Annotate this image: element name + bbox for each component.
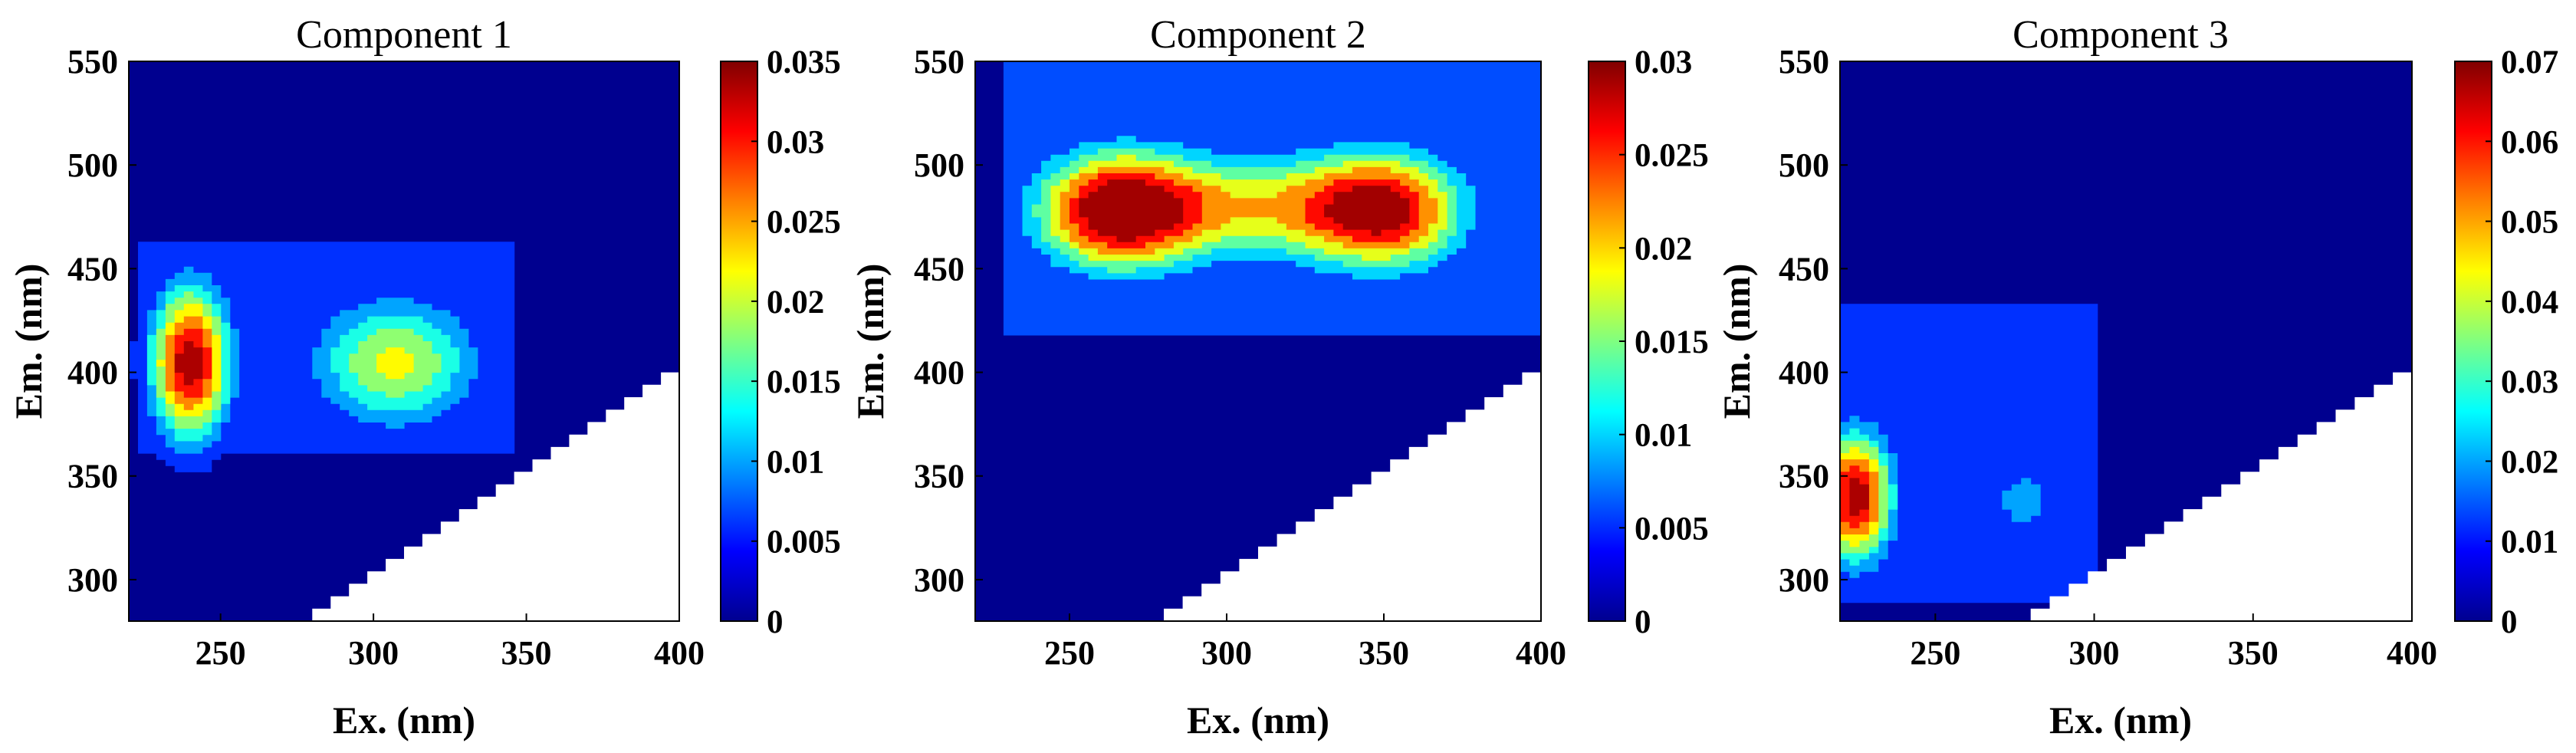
y-tick-label: 550 <box>1779 43 1829 81</box>
component-1-xlabel: Ex. (nm) <box>333 699 475 741</box>
colorbar-tick-label: 0.04 <box>2501 284 2558 321</box>
component-3-xlabel: Ex. (nm) <box>2049 699 2192 741</box>
component-2-colorbar-ticks: 0 0.005 0.01 0.015 0.02 0.025 0.03 <box>1619 44 1709 640</box>
component-2-plot <box>956 61 1542 621</box>
y-tick-label: 300 <box>67 561 118 599</box>
y-tick-label: 550 <box>67 43 118 81</box>
component-3-x-ticks: 250 300 350 400 <box>1910 613 2437 672</box>
component-2-masked-region <box>956 372 1541 621</box>
component-3-contour-level-1 <box>1840 304 2098 603</box>
x-tick-label: 250 <box>1910 634 1960 672</box>
y-tick-label: 450 <box>1779 250 1829 288</box>
colorbar-tick-label: 0.03 <box>1635 44 1692 81</box>
component-3-contour-level-2 <box>1840 416 2041 578</box>
component-3-colorbar <box>2454 61 2492 622</box>
y-tick-label: 400 <box>914 354 964 392</box>
y-tick-label: 350 <box>1779 458 1829 495</box>
component-3-title: Component 3 <box>2013 13 2229 57</box>
x-tick-label: 350 <box>1359 634 1409 672</box>
colorbar-tick-label: 0.015 <box>767 364 841 400</box>
colorbar-tick-label: 0 <box>1635 604 1651 640</box>
y-tick-label: 350 <box>914 458 964 495</box>
x-tick-label: 250 <box>196 634 246 672</box>
component-2-ylabel: Em. (nm) <box>849 264 892 419</box>
component-1-ylabel: Em. (nm) <box>7 264 50 419</box>
x-tick-label: 400 <box>654 634 705 672</box>
component-2-title: Component 2 <box>1150 13 1366 57</box>
component-3-masked-region <box>1821 372 2412 621</box>
component-1-axes-frame <box>128 61 680 622</box>
y-tick-label: 300 <box>914 561 964 599</box>
component-2-contour-level-7 <box>1079 179 1410 242</box>
y-tick-label: 500 <box>1779 146 1829 184</box>
colorbar-tick-label: 0.03 <box>2501 364 2558 400</box>
colorbar-tick-label: 0.06 <box>2501 124 2558 160</box>
y-tick-label: 400 <box>67 354 118 392</box>
x-tick-label: 250 <box>1044 634 1095 672</box>
y-tick-label: 550 <box>914 43 964 81</box>
component-3-panel: Component 3 250 300 350 400 300 350 400 450 500… <box>1715 13 2558 741</box>
colorbar-tick-label: 0.01 <box>1635 418 1692 454</box>
component-2-x-ticks: 250 300 350 400 <box>1044 613 1566 672</box>
component-1-contour-level-5 <box>156 304 414 416</box>
component-2-axes-frame <box>974 61 1542 622</box>
component-1-colorbar-ticks: 0 0.005 0.01 0.015 0.02 0.025 0.03 0.035 <box>751 44 841 640</box>
colorbar-tick-label: 0.02 <box>1635 231 1692 267</box>
colorbar-tick-label: 0.01 <box>2501 524 2558 561</box>
colorbar-tick-label: 0.015 <box>1635 324 1709 360</box>
x-tick-label: 300 <box>2069 634 2120 672</box>
y-tick-label: 400 <box>1779 354 1829 392</box>
y-tick-label: 450 <box>67 250 118 288</box>
y-tick-label: 450 <box>914 250 964 288</box>
component-1-panel: Component 1 250 300 350 400 300 350 400 450 500… <box>7 13 841 741</box>
component-1-x-ticks: 250 300 350 400 <box>196 613 705 672</box>
colorbar-tick-label: 0.005 <box>1635 511 1709 547</box>
colorbar-tick-label: 0 <box>767 604 784 640</box>
component-1-plot <box>110 61 680 621</box>
colorbar-tick-label: 0.025 <box>1635 138 1709 174</box>
component-2-panel: Component 2 250 300 350 400 300 350 400 450 500… <box>849 13 1709 741</box>
colorbar-tick-label: 0.07 <box>2501 44 2558 81</box>
component-3-ylabel: Em. (nm) <box>1715 264 1758 419</box>
y-tick-label: 300 <box>1779 561 1829 599</box>
x-tick-label: 350 <box>501 634 552 672</box>
component-3-contour-level-8 <box>1849 478 1869 516</box>
x-tick-label: 400 <box>2387 634 2437 672</box>
component-1-contour-level-8 <box>174 341 203 386</box>
component-1-colorbar <box>720 61 758 622</box>
component-2-xlabel: Ex. (nm) <box>1187 699 1329 741</box>
colorbar-tick-label: 0.005 <box>767 524 841 561</box>
component-3-y-ticks: 300 350 400 450 500 550 <box>1779 43 1848 599</box>
colorbar-tick-label: 0.02 <box>2501 444 2558 480</box>
colorbar-tick-label: 0.05 <box>2501 205 2558 241</box>
x-tick-label: 400 <box>1516 634 1566 672</box>
x-tick-label: 300 <box>348 634 399 672</box>
y-tick-label: 350 <box>67 458 118 495</box>
colorbar-tick-label: 0.025 <box>767 205 841 241</box>
component-3-plot <box>1821 61 2412 621</box>
component-3-colorbar-ticks: 0 0.01 0.02 0.03 0.04 0.05 0.06 0.07 <box>2486 44 2558 640</box>
y-tick-label: 500 <box>67 146 118 184</box>
component-1-masked-region <box>110 372 680 621</box>
colorbar-tick-label: 0 <box>2501 604 2518 640</box>
x-tick-label: 350 <box>2228 634 2279 672</box>
component-1-y-ticks: 300 350 400 450 500 550 <box>67 43 136 599</box>
y-tick-label: 500 <box>914 146 964 184</box>
colorbar-tick-label: 0.03 <box>767 124 824 160</box>
component-3-axes-frame <box>1839 61 2413 622</box>
colorbar-tick-label: 0.01 <box>767 444 824 480</box>
component-1-contour-level-3 <box>146 285 460 442</box>
component-1-title: Component 1 <box>296 13 512 57</box>
colorbar-tick-label: 0.035 <box>767 44 841 81</box>
x-tick-label: 300 <box>1201 634 1252 672</box>
component-2-y-ticks: 300 350 400 450 500 550 <box>914 43 983 599</box>
colorbar-tick-label: 0.02 <box>767 284 824 321</box>
